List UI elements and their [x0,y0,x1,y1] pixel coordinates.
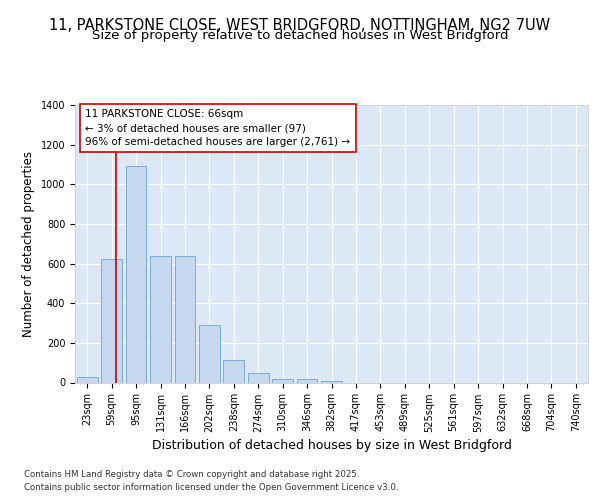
Bar [321,380,342,382]
Bar [175,256,196,382]
Bar [199,325,220,382]
Text: Contains HM Land Registry data © Crown copyright and database right 2025.
Contai: Contains HM Land Registry data © Crown c… [24,470,398,492]
Text: 11 PARKSTONE CLOSE: 66sqm
← 3% of detached houses are smaller (97)
96% of semi-d: 11 PARKSTONE CLOSE: 66sqm ← 3% of detach… [85,109,350,147]
Bar [248,372,269,382]
Bar [77,376,98,382]
Bar [223,360,244,382]
Text: Size of property relative to detached houses in West Bridgford: Size of property relative to detached ho… [92,29,508,42]
Bar [150,256,171,382]
Bar [272,378,293,382]
Text: 11, PARKSTONE CLOSE, WEST BRIDGFORD, NOTTINGHAM, NG2 7UW: 11, PARKSTONE CLOSE, WEST BRIDGFORD, NOT… [49,18,551,32]
Bar [101,258,122,382]
Y-axis label: Number of detached properties: Number of detached properties [22,151,35,337]
Bar [296,378,317,382]
Bar [125,166,146,382]
X-axis label: Distribution of detached houses by size in West Bridgford: Distribution of detached houses by size … [152,438,511,452]
